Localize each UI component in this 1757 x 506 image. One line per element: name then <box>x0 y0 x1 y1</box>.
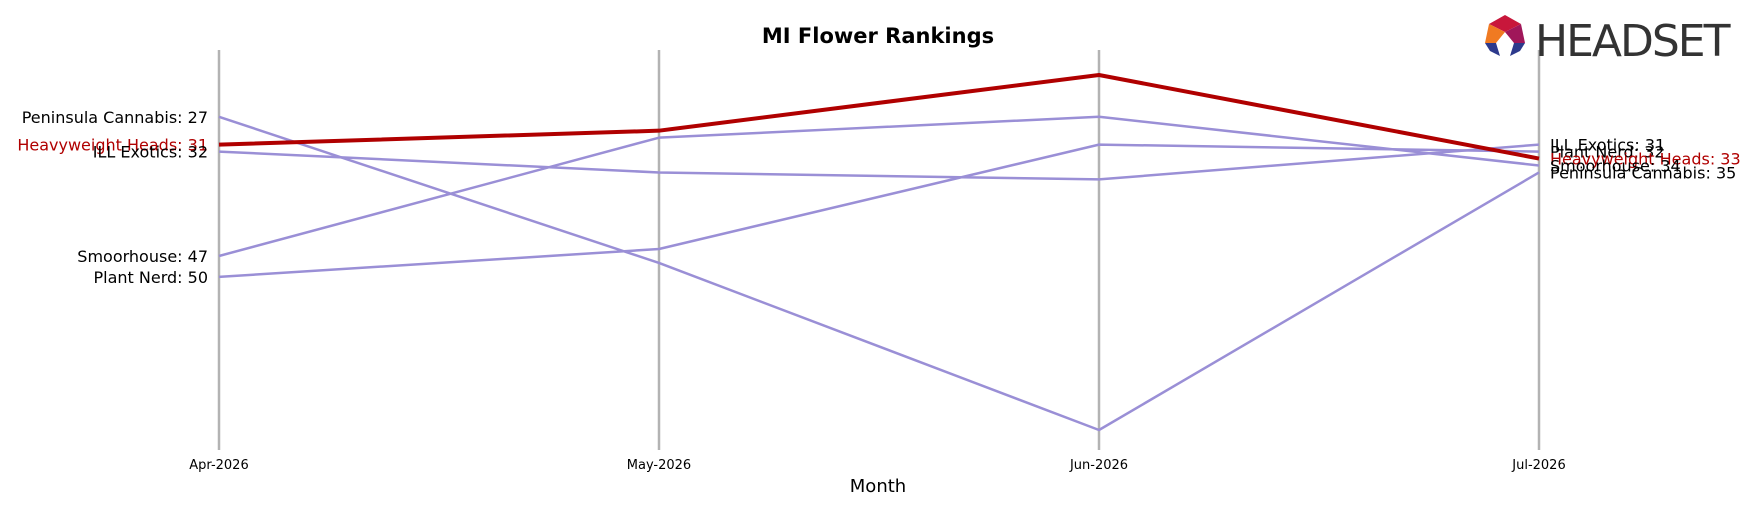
x-axis-label: Month <box>850 476 906 497</box>
series-labels: Peninsula Cannabis: 27 Heavyweight Heads:… <box>17 108 1740 287</box>
end-label-peninsula-cannabis: Peninsula Cannabis: 35 <box>1550 163 1736 182</box>
start-label-peninsula-cannabis: Peninsula Cannabis: 27 <box>22 108 208 127</box>
x-tick-label: May-2026 <box>627 458 691 473</box>
headset-logo-mark <box>1485 15 1525 56</box>
series-line-plant-nerd <box>218 143 1540 279</box>
end-label-smoorhouse: Smoorhouse: 34 <box>1550 156 1681 175</box>
start-label-smoorhouse: Smoorhouse: 47 <box>77 247 208 266</box>
start-label-heavyweight-heads: Heavyweight Heads: 31 <box>17 136 208 155</box>
headset-logo-text: HEADSET <box>1535 16 1731 67</box>
series-line-heavyweight-heads <box>218 73 1540 161</box>
x-tick-label: Jun-2026 <box>1069 458 1128 473</box>
start-label-plant-nerd: Plant Nerd: 50 <box>94 268 209 287</box>
x-tick-label: Apr-2026 <box>189 458 248 473</box>
x-tick-labels: Apr-2026 May-2026 Jun-2026 Jul-2026 <box>189 458 1565 473</box>
end-label-ill-exotics: ILL Exotics: 31 <box>1550 136 1665 155</box>
series-lines <box>218 73 1540 432</box>
vertical-grid <box>217 50 1541 450</box>
series-line-smoorhouse <box>218 115 1540 258</box>
end-label-plant-nerd: Plant Nerd: 32 <box>1550 143 1665 162</box>
start-label-ill-exotics: ILL Exotics: 32 <box>93 143 208 162</box>
x-tick-label: Jul-2026 <box>1511 458 1565 473</box>
headset-logo: HEADSET <box>1485 15 1733 67</box>
end-label-heavyweight-heads: Heavyweight Heads: 33 <box>1550 150 1741 169</box>
series-line-peninsula-cannabis <box>218 115 1540 432</box>
series-line-ill-exotics <box>218 143 1540 181</box>
chart-title: MI Flower Rankings <box>762 24 994 48</box>
